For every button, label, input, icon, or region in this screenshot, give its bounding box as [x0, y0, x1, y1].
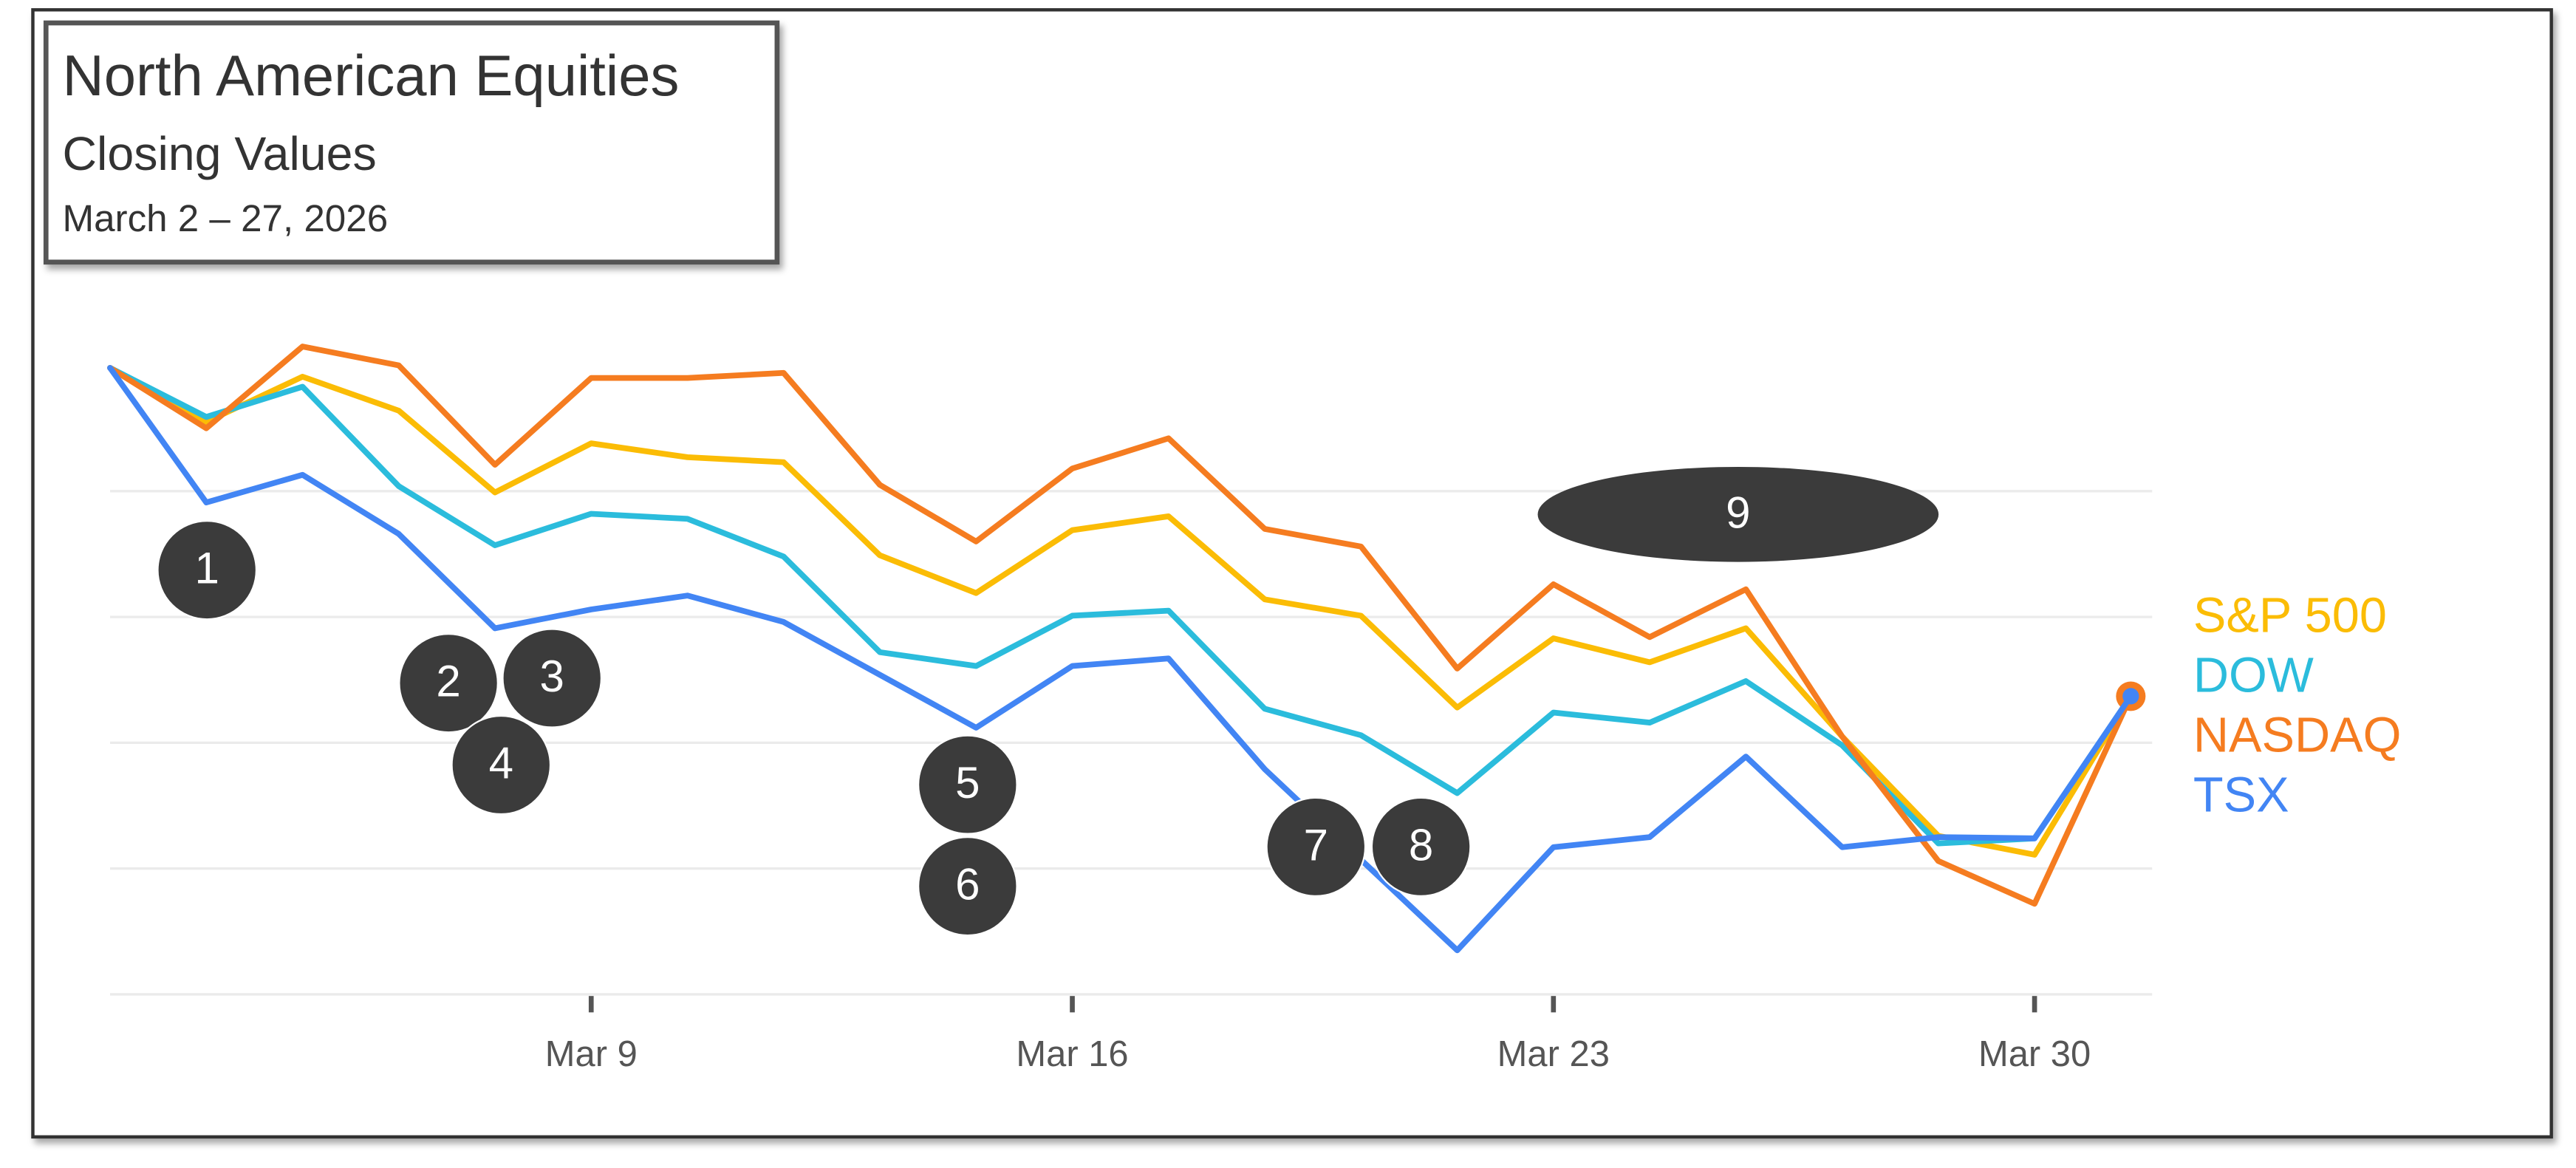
- legend-label: TSX: [2193, 768, 2289, 823]
- annotation-number: 7: [1304, 821, 1328, 870]
- legend-label: S&P 500: [2193, 589, 2387, 643]
- x-tick-label: Mar 23: [1497, 1034, 1610, 1074]
- annotation-badge: [157, 520, 258, 621]
- annotation-number: 5: [955, 758, 980, 807]
- annotations: 1 2 34 5 6 7 8 9: [157, 466, 1939, 937]
- grid: Mar 9 Mar 16 Mar 23 Mar 30: [109, 490, 2153, 1074]
- x-tick-label: Mar 9: [545, 1034, 638, 1074]
- annotation-number: 6: [955, 860, 980, 909]
- date-range: March 2 – 27, 2026: [63, 197, 389, 239]
- annotation-number: 9: [1726, 488, 1750, 537]
- annotation-number: 2: [436, 657, 460, 706]
- chart-title: North American Equities: [63, 44, 680, 108]
- annotation-number: 8: [1409, 821, 1433, 870]
- legend-label: DOW: [2193, 649, 2314, 703]
- annotation-badge: [398, 633, 499, 734]
- annotation-badge: [451, 714, 552, 816]
- series-line: [107, 365, 2134, 954]
- x-tick-label: Mar 30: [1978, 1034, 2091, 1074]
- annotation-number: 4: [489, 739, 513, 788]
- legend-label: NASDAQ: [2193, 708, 2402, 763]
- annotation-number: 3: [540, 652, 564, 701]
- annotation-badge: [918, 836, 1018, 937]
- annotation-badge: [1265, 796, 1367, 898]
- chart-subtitle: Closing Values: [63, 127, 377, 180]
- series-line: [107, 365, 2134, 847]
- x-tick-label: Mar 16: [1016, 1034, 1128, 1074]
- annotation-badge: [1370, 796, 1472, 898]
- annotation-number: 1: [195, 544, 219, 593]
- series-line: [107, 365, 2134, 858]
- end-point: [2122, 688, 2139, 705]
- annotation-badge: [1537, 466, 1939, 562]
- annotation-badge: [502, 628, 603, 728]
- annotation-badge: [918, 734, 1018, 835]
- series-line: [107, 344, 2134, 907]
- title-box: [43, 20, 780, 265]
